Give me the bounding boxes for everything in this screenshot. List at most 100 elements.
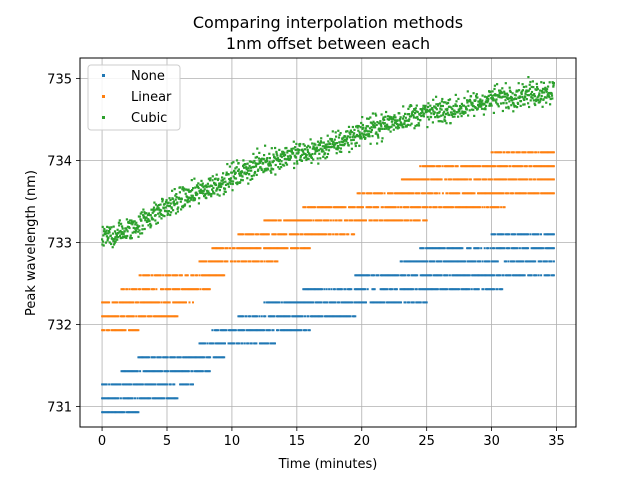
data-point <box>319 288 322 291</box>
data-point <box>440 288 443 291</box>
data-point <box>441 97 444 101</box>
data-point <box>194 288 197 291</box>
data-point <box>342 315 345 318</box>
data-point <box>303 219 306 222</box>
data-point <box>541 247 544 250</box>
data-point <box>531 97 534 100</box>
data-point <box>443 206 446 209</box>
data-point <box>376 142 379 145</box>
data-point <box>360 274 363 277</box>
data-point <box>194 186 197 189</box>
data-point <box>139 301 142 304</box>
data-point <box>490 233 493 236</box>
data-point <box>438 110 441 113</box>
data-point <box>422 219 425 222</box>
data-point <box>330 288 333 291</box>
data-point <box>279 315 282 318</box>
data-point <box>537 247 540 250</box>
data-point <box>542 165 545 168</box>
data-point <box>143 227 146 231</box>
data-point <box>318 315 320 318</box>
data-point <box>332 140 335 143</box>
data-point <box>444 119 447 123</box>
data-point <box>406 288 409 291</box>
data-point <box>427 118 431 121</box>
data-point <box>360 132 363 135</box>
data-point <box>350 206 353 209</box>
data-point <box>415 206 418 209</box>
data-point <box>452 206 455 209</box>
data-point <box>453 260 456 263</box>
data-point <box>414 107 417 110</box>
data-point <box>143 315 146 318</box>
data-point <box>461 206 464 209</box>
data-point <box>458 178 461 181</box>
data-point <box>403 288 405 291</box>
data-point <box>304 301 307 304</box>
data-point <box>457 115 460 118</box>
data-point <box>275 301 278 304</box>
data-point <box>189 383 192 386</box>
data-point <box>392 206 395 209</box>
data-point <box>375 192 378 195</box>
data-point <box>316 315 319 318</box>
data-point <box>126 370 129 373</box>
data-point <box>533 165 535 168</box>
data-point <box>438 115 441 118</box>
data-point <box>407 260 410 263</box>
data-point <box>286 219 289 222</box>
data-point <box>213 356 216 359</box>
data-point <box>282 150 285 153</box>
data-point <box>104 315 107 318</box>
data-point <box>506 274 509 277</box>
data-point <box>285 146 288 150</box>
data-point <box>269 301 272 304</box>
data-point <box>197 356 200 359</box>
data-point <box>545 260 548 263</box>
data-point <box>298 301 301 304</box>
data-point <box>474 106 477 110</box>
data-point <box>144 397 147 400</box>
data-point <box>443 247 446 250</box>
data-point <box>540 233 542 236</box>
data-point <box>484 274 486 277</box>
data-point <box>285 315 288 318</box>
data-point <box>280 301 283 304</box>
data-point <box>174 397 176 400</box>
data-point <box>448 274 451 277</box>
data-point <box>125 301 128 304</box>
data-point <box>399 121 402 124</box>
data-point <box>530 151 533 154</box>
data-point <box>475 93 478 96</box>
data-point <box>535 88 538 91</box>
data-point <box>484 100 487 104</box>
data-point <box>176 207 179 210</box>
data-point <box>423 219 426 222</box>
data-point <box>454 103 457 106</box>
data-point <box>254 165 258 168</box>
data-point <box>432 206 435 209</box>
data-point <box>483 178 486 181</box>
data-point <box>114 397 116 400</box>
data-point <box>453 192 456 195</box>
data-point <box>293 301 296 304</box>
data-point <box>531 192 534 195</box>
data-point <box>339 233 342 236</box>
data-point <box>240 342 243 345</box>
data-point <box>436 247 439 250</box>
data-point <box>283 329 285 332</box>
data-point <box>548 81 551 84</box>
data-point <box>301 219 304 222</box>
data-point <box>474 99 477 102</box>
data-point <box>386 206 389 209</box>
data-point <box>427 102 430 105</box>
data-point <box>418 113 421 116</box>
data-point <box>125 411 128 414</box>
data-point <box>544 178 547 181</box>
data-point <box>528 83 531 86</box>
data-point <box>227 342 230 345</box>
data-point <box>196 370 199 373</box>
data-point <box>102 230 106 233</box>
data-point <box>504 99 507 102</box>
data-point <box>168 315 171 318</box>
